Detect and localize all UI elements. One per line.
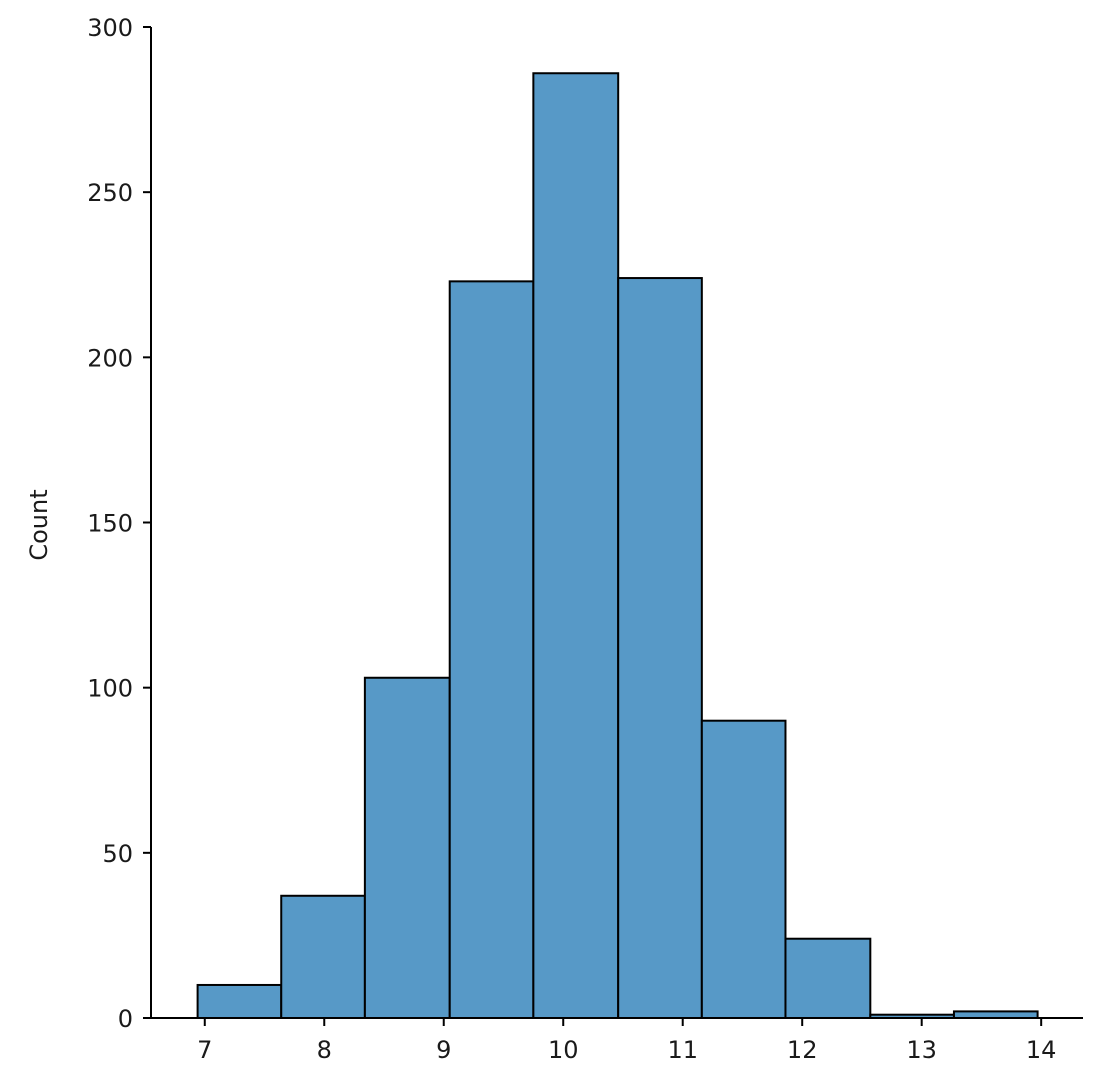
histogram-bar-6 xyxy=(700,719,787,1019)
x-tick-label-6: 13 xyxy=(906,1036,937,1064)
x-tick-label-7: 14 xyxy=(1026,1036,1057,1064)
y-tick-label-0: 0 xyxy=(118,1005,133,1033)
histogram-bar-0 xyxy=(196,983,283,1020)
y-axis-label: Count xyxy=(25,489,53,560)
y-axis: 0 50 100 150 200 250 300 xyxy=(87,14,152,1033)
x-tick-label-1: 8 xyxy=(317,1036,332,1064)
x-tick-label-5: 12 xyxy=(787,1036,818,1064)
histogram-bar-3 xyxy=(448,280,535,1019)
y-tick-label-6: 300 xyxy=(87,14,133,42)
y-tick-label-1: 50 xyxy=(102,840,133,868)
y-tick-label-5: 250 xyxy=(87,179,133,207)
x-axis: 7 8 9 10 11 12 13 14 xyxy=(151,1017,1083,1064)
histogram-bar-5 xyxy=(617,277,703,1019)
x-tick-label-0: 7 xyxy=(197,1036,212,1064)
histogram-bar-1 xyxy=(280,894,366,1020)
x-tick-label-4: 11 xyxy=(667,1036,698,1064)
histogram-bar-4 xyxy=(532,72,620,1020)
bars-group xyxy=(196,72,1039,1020)
y-tick-label-2: 100 xyxy=(87,675,133,703)
histogram-bar-7 xyxy=(784,937,872,1019)
y-tick-label-3: 150 xyxy=(87,510,133,538)
x-tick-label-2: 9 xyxy=(436,1036,451,1064)
y-tick-label-4: 200 xyxy=(87,344,133,372)
histogram-bar-2 xyxy=(363,676,451,1019)
x-tick-label-3: 10 xyxy=(548,1036,579,1064)
